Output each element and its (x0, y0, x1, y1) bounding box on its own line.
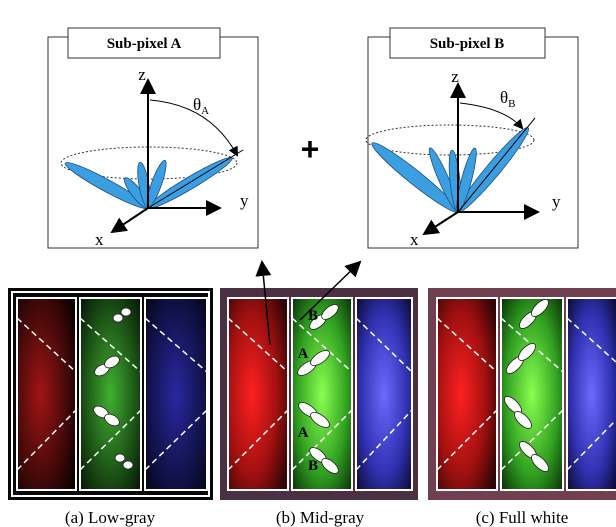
subpixel-a: Sub-pixel A z y x θA (48, 28, 258, 249)
box (48, 37, 258, 248)
subpixel-label: Sub-pixel B (430, 36, 505, 52)
axis-label: z (138, 65, 146, 84)
figure: Sub-pixel A z y x θA + Sub-pixel B z y x… (0, 0, 616, 527)
panel-a: (a) Low-gray (8, 288, 213, 527)
lc (115, 454, 125, 462)
plus: + (301, 131, 320, 167)
lc (123, 461, 133, 469)
lc-label: A (298, 346, 309, 362)
axis-label: y (552, 192, 561, 211)
axis-label: x (410, 230, 419, 249)
lc (113, 314, 123, 322)
panel-b: B A A B (b) Mid-gray (220, 262, 418, 527)
lc (121, 308, 131, 316)
subpixel-b: Sub-pixel B z y x θB (366, 28, 578, 249)
axis-label: y (240, 191, 249, 210)
blue-stripe (567, 298, 616, 490)
caption: (c) Full white (476, 508, 569, 527)
axis-label: x (95, 230, 104, 249)
lc-label: B (308, 458, 318, 474)
caption: (a) Low-gray (65, 508, 156, 527)
subpixel-label: Sub-pixel A (107, 36, 182, 52)
angle-symbol: θ (500, 88, 508, 107)
box (368, 37, 578, 248)
angle-sub: A (201, 105, 209, 117)
panel-c: (c) Full white (428, 288, 616, 527)
caption: (b) Mid-gray (276, 508, 365, 527)
axis-label: z (451, 67, 459, 86)
lc-label: A (298, 425, 309, 441)
angle-symbol: θ (193, 95, 201, 114)
angle-sub: B (508, 98, 515, 110)
